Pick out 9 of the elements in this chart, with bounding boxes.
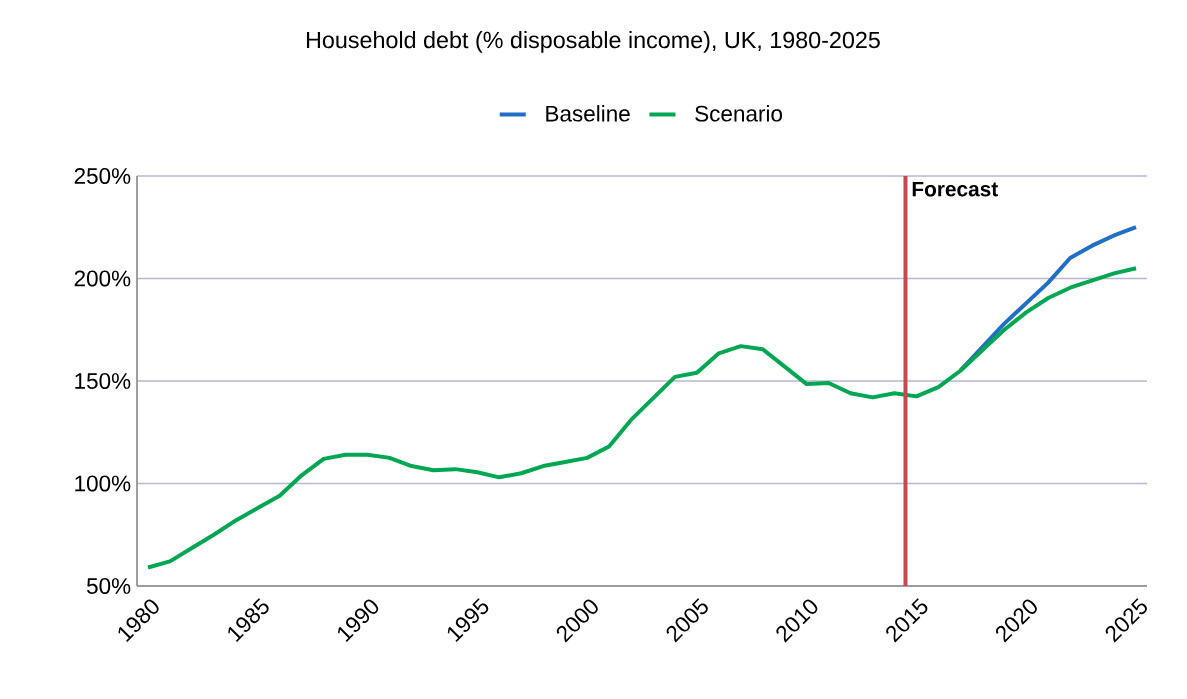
ref-line-label: Forecast xyxy=(912,181,998,197)
y-tick-label: 250% xyxy=(74,168,131,184)
legend-label: Baseline xyxy=(546,105,630,122)
legend-label: Scenario xyxy=(695,105,783,122)
y-tick-label: 200% xyxy=(74,270,131,287)
chart-title: Household debt (% disposable income), UK, 1980-2025 xyxy=(306,31,880,53)
y-tick-label: 100% xyxy=(75,475,131,492)
y-tick-label: 150% xyxy=(75,373,131,389)
y-tick-label: 50% xyxy=(86,578,131,594)
